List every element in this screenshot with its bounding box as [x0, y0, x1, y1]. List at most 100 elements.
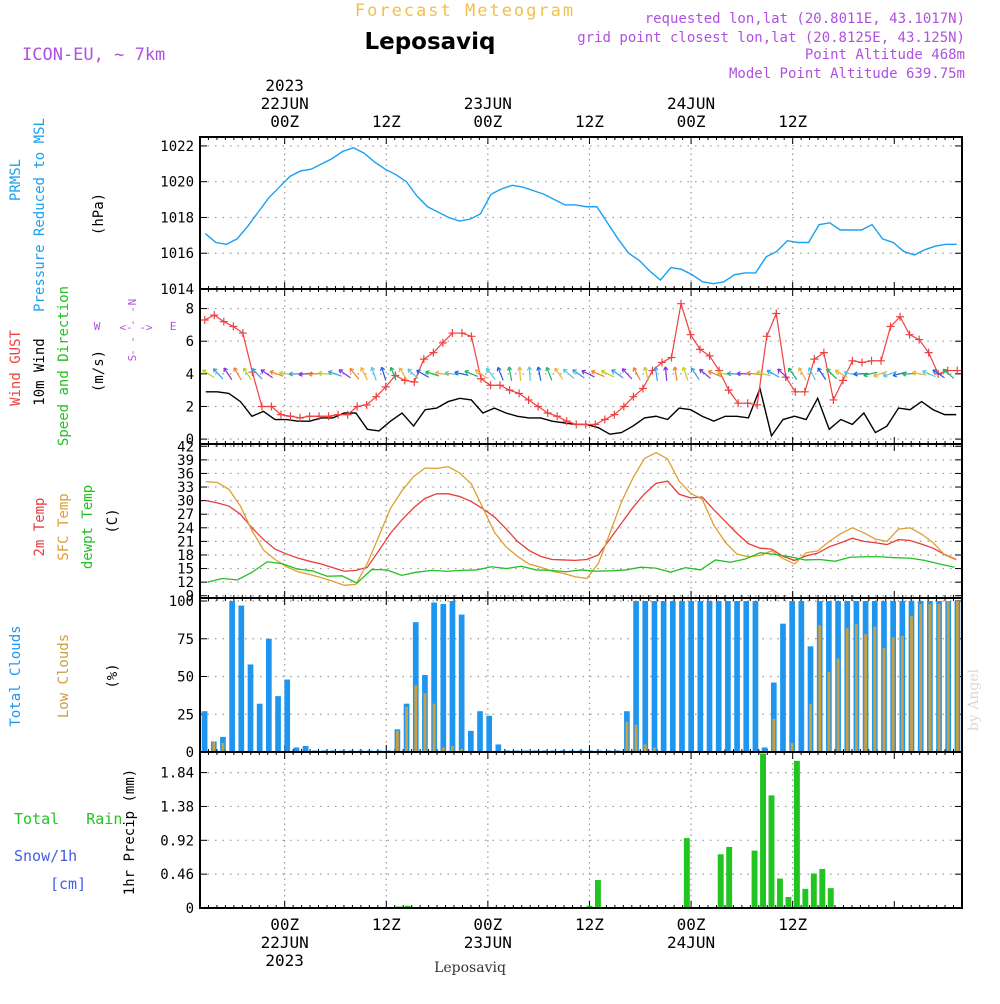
wind-gust-marker: [544, 409, 552, 417]
wind-gust-line: [205, 304, 957, 425]
low-cloud-bar: [928, 604, 931, 752]
total-cloud-bar: [202, 711, 208, 752]
precip-label: 1hr Precip (mm): [122, 769, 138, 895]
wind-gust-marker: [220, 318, 228, 326]
wind-gust-marker: [239, 329, 247, 337]
wind-direction-arrow: [563, 369, 574, 378]
total-cloud-bar: [238, 606, 244, 752]
top-time-label: 12Z: [778, 112, 807, 131]
precip-bar: [726, 847, 732, 908]
low-cloud-bar: [956, 601, 959, 752]
temperature-panel-labels: 2m Temp SFC Temp dewpt Temp (C): [32, 485, 121, 569]
precip-ytick-label: 1.84: [160, 766, 194, 782]
clouds-ytick-label: 75: [177, 632, 194, 648]
wind-gust-marker: [496, 381, 504, 389]
temperature-frame: [200, 444, 962, 598]
pressure-label-prmsl: PRMSL: [8, 159, 24, 201]
total-cloud-bar: [743, 601, 749, 752]
bottom-time-label: 2023: [265, 951, 304, 970]
pressure-line: [205, 148, 956, 284]
wind-ytick-label: 8: [186, 302, 194, 318]
temperature-ytick-label: 42: [177, 439, 194, 455]
bottom-time-label: 12Z: [778, 915, 807, 934]
low-cloud-bar: [414, 686, 417, 752]
total-cloud-bar: [798, 601, 804, 752]
total-cloud-bar: [477, 711, 483, 752]
precip-bar: [777, 879, 783, 908]
temp-line-dewpt: [207, 553, 954, 583]
low-cloud-bar: [947, 601, 950, 752]
temp-unit: (C): [105, 508, 121, 533]
total-cloud-bar: [661, 601, 667, 752]
bottom-time-label: 12Z: [372, 915, 401, 934]
temp-label-dewpt: dewpt Temp: [80, 485, 96, 569]
wind-gust-marker: [725, 386, 733, 394]
total-cloud-bar: [679, 601, 685, 752]
total-cloud-bar: [652, 601, 658, 752]
pressure-ytick-label: 1020: [160, 175, 194, 191]
top-time-label: 12Z: [372, 112, 401, 131]
precip-bar: [718, 854, 724, 908]
pressure-ytick-label: 1016: [160, 246, 194, 262]
total-cloud-bar: [642, 601, 648, 752]
top-time-label: 00Z: [677, 112, 706, 131]
wind-frame: [200, 289, 962, 444]
wind-gust-marker: [553, 412, 561, 420]
precip-ytick-label: 0.92: [160, 833, 194, 849]
wind-gust-marker: [229, 323, 237, 331]
precip-ytick-label: 1.38: [160, 799, 194, 815]
wind-direction-arrow: [408, 369, 418, 379]
low-cloud-bar: [222, 743, 225, 752]
wind-gust-marker: [848, 357, 856, 365]
clouds-panel-labels: Total Clouds Low Clouds (%): [8, 625, 121, 726]
low-cloud-bar: [212, 741, 215, 752]
wind-gust-marker: [858, 358, 866, 366]
wind-ytick-label: 4: [186, 367, 194, 383]
wind-gust-marker: [706, 352, 714, 360]
wind-label-gust: Wind GUST: [8, 330, 24, 406]
precip-panel: 00.460.921.381.84: [160, 752, 962, 917]
wind-10m-line: [206, 389, 956, 436]
temp-line-2m: [206, 481, 956, 571]
wind-gust-marker: [829, 396, 837, 404]
total-cloud-bar: [688, 601, 694, 752]
wind-gust-marker: [201, 316, 209, 324]
wind-direction-arrow: [622, 369, 631, 379]
wind-label-speed-dir: Speed and Direction: [56, 286, 72, 446]
model-label: ICON-EU, ~ 7km: [22, 45, 165, 65]
pressure-label-desc: Pressure Reduced to MSL: [32, 118, 48, 312]
bottom-time-label: 23JUN: [464, 933, 512, 952]
clouds-ytick-label: 100: [169, 594, 194, 610]
clouds-ytick-label: 50: [177, 670, 194, 686]
top-time-label: 24JUN: [667, 94, 715, 113]
top-time-label: 22JUN: [261, 94, 309, 113]
precip-bar: [811, 873, 817, 908]
wind-gust-marker: [925, 349, 933, 357]
wind-gust-marker: [877, 357, 885, 365]
bottom-time-label: 00Z: [473, 915, 502, 934]
charts-layer: 1014101610181020102202468912151821242730…: [160, 76, 962, 970]
total-cloud-bar: [257, 704, 263, 752]
precip-bar: [802, 889, 808, 908]
wind-gust-marker: [467, 332, 475, 340]
low-cloud-bar: [883, 648, 886, 752]
precip-frame: [200, 752, 962, 908]
temp-label-2m: 2m Temp: [32, 497, 48, 556]
top-time-label: 2023: [265, 76, 304, 95]
compass-e: E: [170, 320, 177, 333]
wind-gust-marker: [534, 402, 542, 410]
bottom-time-label: 00Z: [270, 915, 299, 934]
low-cloud-bar: [901, 636, 904, 752]
point-altitude: Point Altitude 468m: [805, 47, 965, 63]
wind-gust-marker: [868, 357, 876, 365]
low-cloud-bar: [910, 616, 913, 752]
clouds-ytick-label: 0: [186, 745, 194, 761]
total-cloud-bar: [789, 601, 795, 752]
low-cloud-bar: [919, 604, 922, 752]
precip-ytick-label: 0: [186, 901, 194, 917]
